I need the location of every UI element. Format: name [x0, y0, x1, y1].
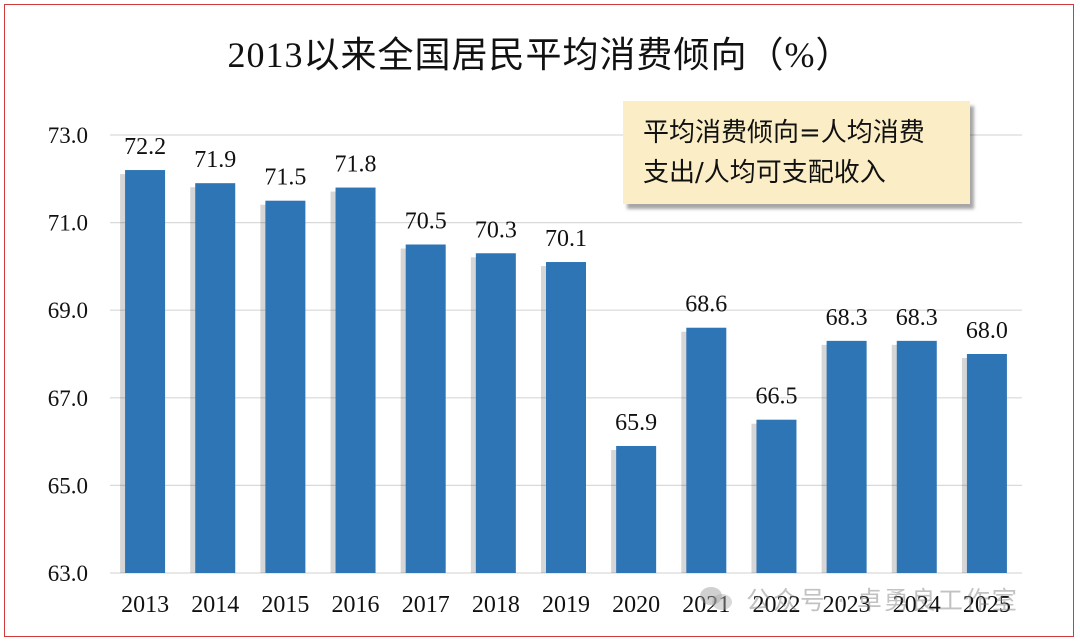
x-tick-label: 2017 [402, 592, 450, 618]
wechat-bubble-icon [700, 585, 734, 613]
watermark: 公众号 · 卓勇良工作室 [700, 581, 1019, 617]
x-tick-label: 2014 [191, 592, 239, 618]
x-tick-label: 2019 [542, 592, 590, 618]
bar [756, 419, 797, 573]
x-tick-label: 2023 [823, 592, 871, 618]
bar [616, 445, 657, 573]
data-label: 72.2 [124, 134, 166, 160]
data-label: 68.0 [966, 318, 1008, 344]
data-label: 68.3 [826, 305, 868, 331]
x-tick-label: 2013 [121, 592, 169, 618]
bar [966, 354, 1007, 573]
x-tick-label: 2021 [682, 592, 730, 618]
x-tick-label: 2025 [963, 592, 1011, 618]
data-label: 70.3 [475, 217, 517, 243]
bar [125, 170, 166, 574]
x-tick-label: 2022 [752, 592, 800, 618]
data-label: 71.5 [264, 165, 306, 191]
y-tick-label: 71.0 [48, 211, 88, 236]
y-tick-label: 63.0 [48, 561, 88, 586]
x-tick-label: 2016 [332, 592, 380, 618]
y-tick-label: 65.0 [48, 473, 88, 498]
bar [896, 340, 937, 573]
bar [335, 187, 376, 573]
x-tick-label: 2020 [612, 592, 660, 618]
data-label: 70.1 [545, 226, 587, 252]
y-tick-label: 69.0 [48, 298, 88, 323]
bar [265, 200, 306, 573]
bar [475, 253, 516, 573]
annotation-line-1: 平均消费倾向=人均消费 [643, 118, 925, 148]
y-tick-label: 73.0 [48, 123, 88, 148]
annotation-line-2: 支出/人均可支配收入 [643, 158, 886, 188]
data-label: 68.3 [896, 305, 938, 331]
data-label: 65.9 [615, 410, 657, 436]
y-tick-label: 67.0 [48, 386, 88, 411]
x-tick-label: 2015 [261, 592, 309, 618]
data-label: 71.8 [335, 152, 377, 178]
bar [826, 340, 867, 573]
data-label: 68.6 [685, 292, 727, 318]
bar [686, 327, 727, 573]
bar [195, 183, 236, 573]
chart-title: 2013以来全国居民平均消费倾向（%） [227, 35, 853, 75]
x-tick-label: 2024 [893, 592, 941, 618]
data-label: 66.5 [755, 384, 797, 410]
bar [546, 262, 586, 573]
watermark-text: 公众号 · 卓勇良工作室 [746, 586, 1019, 615]
bar [405, 244, 446, 573]
data-label: 70.5 [405, 209, 447, 235]
annotation-box: 平均消费倾向=人均消费 支出/人均可支配收入 [623, 101, 970, 204]
data-label: 71.9 [194, 147, 236, 173]
x-tick-label: 2018 [472, 592, 520, 618]
